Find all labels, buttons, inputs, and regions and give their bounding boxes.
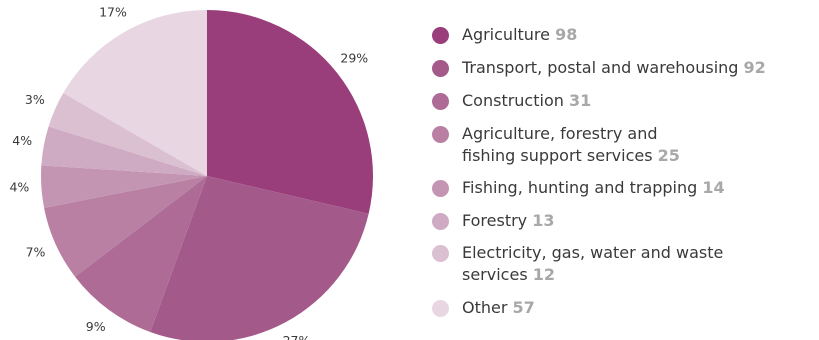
legend-label-line1: Fishing, hunting and trapping <box>462 178 698 197</box>
legend-label-line1: Electricity, gas, water and waste <box>462 243 724 262</box>
legend-value: 98 <box>555 25 578 44</box>
legend-item: Agriculture, forestry and fishing support… <box>432 123 812 167</box>
chart-legend: Agriculture 98 Transport, postal and ware… <box>432 24 812 319</box>
legend-label-line1: Transport, postal and warehousing <box>462 58 739 77</box>
pie-slice <box>40 165 208 208</box>
legend-swatch-icon <box>432 180 449 197</box>
pie-slice <box>48 93 207 176</box>
legend-swatch-icon <box>432 93 449 110</box>
legend-label-line1: Forestry <box>462 211 528 230</box>
legend-label-line1: Construction <box>462 91 564 110</box>
legend-swatch-icon <box>432 213 449 230</box>
legend-item: Construction 31 <box>432 90 812 112</box>
slice-percent-label: 4% <box>12 133 32 148</box>
pie-slice <box>150 176 369 340</box>
legend-label-line2: services <box>462 265 528 284</box>
legend-value: 13 <box>532 211 555 230</box>
slice-percent-label: 7% <box>26 245 46 260</box>
slice-percent-label: 17% <box>99 5 127 20</box>
legend-value: 57 <box>512 298 535 317</box>
slice-percent-label: 29% <box>340 51 368 66</box>
legend-value: 12 <box>532 265 556 284</box>
legend-label: Agriculture, forestry and fishing support… <box>462 123 812 167</box>
legend-value: 25 <box>657 146 680 165</box>
legend-value: 92 <box>743 58 766 77</box>
legend-label: Forestry 13 <box>462 210 812 232</box>
legend-swatch-icon <box>432 300 449 317</box>
legend-value: 14 <box>702 178 725 197</box>
legend-item: Other 57 <box>432 297 812 319</box>
legend-swatch-icon <box>432 60 449 77</box>
pie-slice <box>63 10 207 176</box>
legend-label: Construction 31 <box>462 90 812 112</box>
legend-label: Other 57 <box>462 297 812 319</box>
legend-label-line1: Agriculture, forestry and <box>462 124 658 143</box>
pie-slice <box>75 176 207 332</box>
legend-value: 31 <box>568 91 592 110</box>
legend-item: Transport, postal and warehousing 92 <box>432 57 812 79</box>
legend-item: Agriculture 98 <box>432 24 812 46</box>
legend-label: Electricity, gas, water and waste service… <box>462 242 812 286</box>
legend-label-line1: Other <box>462 298 508 317</box>
pie-chart: 29% 27% 9% 7% 4% 4% 3% 17% <box>9 5 373 340</box>
legend-label: Fishing, hunting and trapping 14 <box>462 177 812 199</box>
legend-item: Fishing, hunting and trapping 14 <box>432 177 812 199</box>
pie-slice <box>41 126 208 176</box>
legend-label-line1: Agriculture <box>462 25 550 44</box>
slice-percent-label: 9% <box>86 319 106 334</box>
pie-slice <box>207 10 373 214</box>
slice-percent-label: 27% <box>283 333 311 340</box>
legend-label-line2: fishing support services <box>462 146 653 165</box>
legend-swatch-icon <box>432 245 449 262</box>
pie-slice <box>44 176 207 277</box>
legend-swatch-icon <box>432 27 449 44</box>
legend-label: Agriculture 98 <box>462 24 812 46</box>
legend-swatch-icon <box>432 126 449 143</box>
legend-item: Forestry 13 <box>432 210 812 232</box>
legend-item: Electricity, gas, water and waste service… <box>432 242 812 286</box>
slice-percent-label: 4% <box>9 180 29 195</box>
legend-label: Transport, postal and warehousing 92 <box>462 57 812 79</box>
slice-percent-label: 3% <box>25 92 45 107</box>
